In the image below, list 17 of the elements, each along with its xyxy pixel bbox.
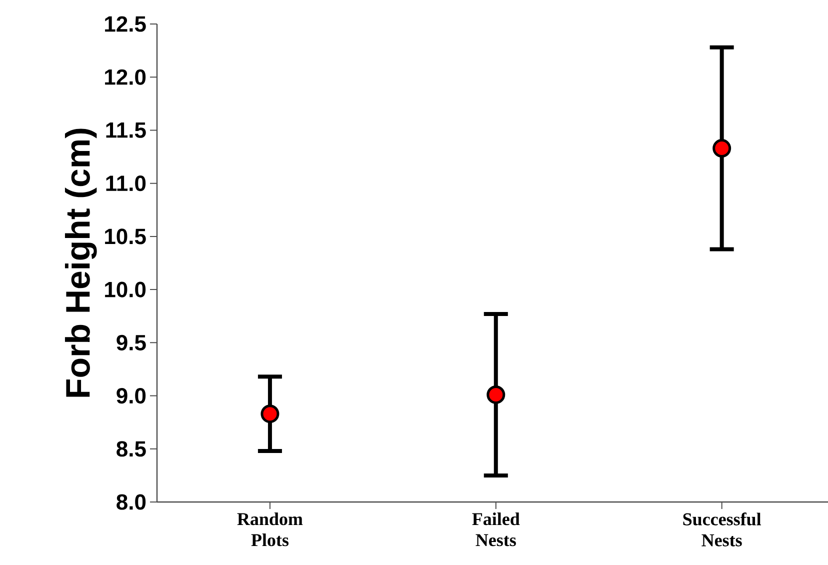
y-axis-title: Forb Height (cm) xyxy=(64,128,97,397)
y-tick-label: 9.0 xyxy=(116,388,146,404)
y-tick-label: 11.0 xyxy=(106,176,146,192)
x-tick-label: Failed Nests xyxy=(472,512,520,546)
y-tick-label: 12.0 xyxy=(105,69,146,85)
y-tick-label: 8.0 xyxy=(116,494,146,510)
x-tick-label: Successful Nests xyxy=(683,512,762,546)
point xyxy=(486,385,506,404)
y-tick-label: 8.5 xyxy=(116,441,146,457)
y-tick-label: 12.5 xyxy=(105,16,146,32)
point xyxy=(712,139,732,158)
y-tick-label: 10.5 xyxy=(105,228,146,244)
y-tick-label: 10.0 xyxy=(105,282,146,298)
y-tick-label: 9.5 xyxy=(116,334,146,350)
x-tick-label: Random Plots xyxy=(237,512,303,546)
point xyxy=(260,404,280,424)
y-tick-label: 11.5 xyxy=(106,122,146,138)
